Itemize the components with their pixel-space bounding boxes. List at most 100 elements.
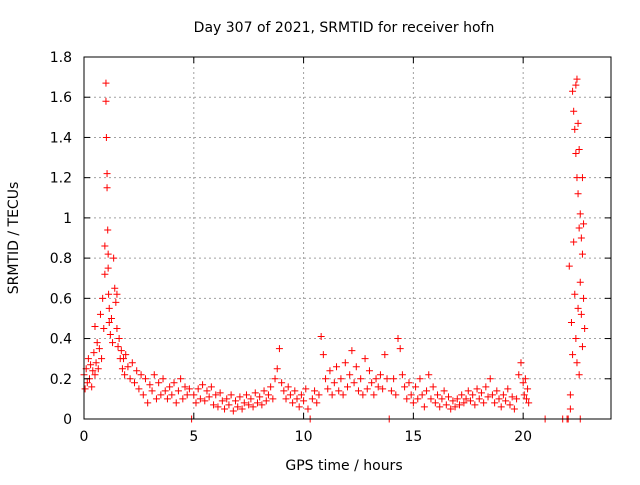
- data-point-plus: [412, 383, 420, 391]
- x-tick-label: 0: [80, 429, 89, 445]
- data-point-plus: [101, 242, 109, 250]
- data-point-plus: [286, 391, 294, 399]
- x-tick-labels: 0 5 10 15 20: [80, 429, 533, 445]
- data-point-plus: [524, 385, 532, 393]
- data-point-plus: [442, 401, 450, 409]
- data-point-plus: [229, 407, 237, 415]
- data-point-plus: [216, 389, 224, 397]
- data-point-plus: [333, 363, 341, 371]
- data-point-plus: [453, 395, 461, 403]
- data-point-plus: [475, 395, 483, 403]
- data-point-plus: [289, 399, 297, 407]
- data-point-plus: [210, 401, 218, 409]
- data-point-plus: [278, 379, 286, 387]
- data-point-plus: [326, 367, 334, 375]
- data-point-plus: [567, 318, 575, 326]
- data-point-plus: [447, 405, 455, 413]
- data-point-plus: [574, 304, 582, 312]
- grid-layer: [84, 57, 611, 419]
- data-point-plus: [350, 379, 358, 387]
- data-point-plus: [379, 385, 387, 393]
- data-point-plus: [499, 391, 507, 399]
- data-point-plus: [488, 391, 496, 399]
- data-point-plus: [102, 79, 110, 87]
- data-point-plus: [141, 375, 149, 383]
- data-point-plus: [89, 367, 97, 375]
- data-point-plus: [107, 314, 115, 322]
- data-point-plus: [420, 403, 428, 411]
- data-point-plus: [124, 363, 132, 371]
- data-point-plus: [460, 399, 468, 407]
- data-point-plus: [324, 385, 332, 393]
- data-point-plus: [517, 359, 525, 367]
- data-point-plus: [267, 383, 275, 391]
- data-point-plus: [407, 391, 415, 399]
- data-point-plus: [245, 401, 253, 409]
- data-point-plus: [578, 343, 586, 351]
- data-point-plus: [464, 387, 472, 395]
- data-point-plus: [87, 361, 95, 369]
- data-point-plus: [161, 387, 169, 395]
- data-point-plus: [121, 371, 129, 379]
- data-point-plus: [482, 383, 490, 391]
- data-point-plus: [105, 290, 113, 298]
- data-point-plus: [311, 387, 319, 395]
- data-point-plus: [146, 381, 154, 389]
- data-point-plus: [573, 359, 581, 367]
- data-point-plus: [236, 393, 244, 401]
- data-point-plus: [392, 391, 400, 399]
- data-point-plus: [328, 391, 336, 399]
- data-point-plus: [440, 387, 448, 395]
- data-point-plus: [194, 385, 202, 393]
- data-point-plus: [139, 391, 147, 399]
- data-point-plus: [133, 367, 141, 375]
- data-point-plus: [370, 391, 378, 399]
- data-point-plus: [319, 351, 327, 359]
- data-point-plus: [502, 397, 510, 405]
- chart-title: Day 307 of 2021, SRMTID for receiver hof…: [194, 20, 495, 36]
- data-point-plus: [291, 387, 299, 395]
- data-point-plus: [565, 262, 573, 270]
- data-point-plus: [330, 379, 338, 387]
- data-point-plus: [262, 397, 270, 405]
- data-point-plus: [94, 365, 102, 373]
- data-point-plus: [190, 391, 198, 399]
- data-point-plus: [473, 385, 481, 393]
- data-point-plus: [313, 399, 321, 407]
- y-tick-label: 0.8: [50, 251, 72, 267]
- data-point-plus: [269, 395, 277, 403]
- data-point-plus: [438, 395, 446, 403]
- data-point-plus: [569, 351, 577, 359]
- data-point-plus: [506, 401, 514, 409]
- data-point-plus: [295, 403, 303, 411]
- data-point-plus: [218, 397, 226, 405]
- data-point-plus: [122, 351, 130, 359]
- data-point-plus: [519, 379, 527, 387]
- data-point-plus: [520, 391, 528, 399]
- data-point-plus: [258, 401, 266, 409]
- y-axis-title: SRMTID / TECUs: [6, 182, 22, 295]
- data-point-plus: [159, 375, 167, 383]
- data-point-plus: [225, 401, 233, 409]
- data-point-plus: [580, 294, 588, 302]
- data-point-plus: [471, 401, 479, 409]
- data-point-plus: [394, 335, 402, 343]
- data-point-plus: [361, 355, 369, 363]
- data-point-plus: [95, 345, 103, 353]
- y-tick-label: 1.8: [50, 50, 72, 66]
- data-point-plus: [240, 399, 248, 407]
- data-point-plus: [90, 349, 98, 357]
- data-point-plus: [409, 399, 417, 407]
- data-point-plus: [177, 375, 185, 383]
- data-point-plus: [104, 264, 112, 272]
- data-point-plus: [495, 395, 503, 403]
- data-point-plus: [227, 391, 235, 399]
- data-point-plus: [574, 190, 582, 198]
- y-tick-label: 0.6: [50, 291, 72, 307]
- data-point-plus: [337, 375, 345, 383]
- data-point-plus: [120, 355, 128, 363]
- data-point-plus: [157, 391, 165, 399]
- data-point-plus: [449, 397, 457, 405]
